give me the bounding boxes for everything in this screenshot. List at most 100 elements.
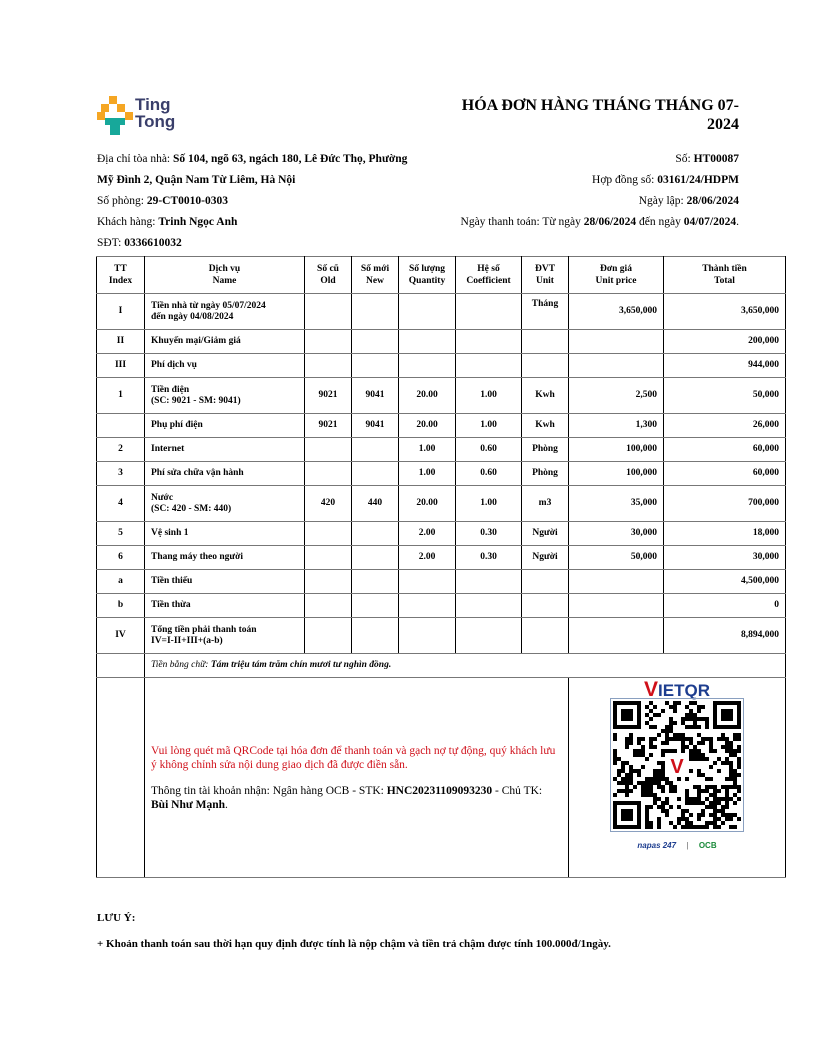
table-row: 4 Nước (SC: 420 - SM: 440) 420 440 20.00 1.00 m… [96,485,786,522]
table-row: I Tiền nhà từ ngày 05/07/2024 đến ngày 04/… [96,293,786,330]
header-en: Unit price [595,276,637,286]
cell-name: Phí dịch vụ [144,353,305,378]
index-text: 5 [118,528,123,538]
table-row: 2 Internet 1.00 0.60 Phòng 100,000 60,000 [96,437,786,462]
cell-index: a [96,569,145,594]
cell-total: 60,000 [663,437,786,462]
cell-old [304,545,352,570]
payment-notice: Vui lòng quét mã QRCode tại hóa đơn để t… [151,744,556,771]
new-text: 440 [367,498,383,508]
total-text: 30,000 [752,552,779,562]
svg-text:V: V [670,756,684,778]
unit-text: Phòng [532,468,558,478]
cell-new [351,353,399,378]
unit-text: Người [532,528,558,538]
total-text: 3,650,000 [741,306,779,316]
cell-price [568,569,664,594]
notes-heading: LƯU Ý: [97,912,136,924]
unit-text: Tháng [531,299,559,309]
name-detail: (SC: 9021 - SM: 9041) [151,395,241,406]
cell-total: 0 [663,593,786,618]
cell-name: Khuyến mại/Giảm giá [144,329,305,354]
cell-unit [521,593,569,618]
cell-qty: 20.00 [398,377,456,414]
qr-code: V [610,698,744,832]
index-text: III [114,360,127,370]
total-text: 60,000 [752,468,779,478]
cell-name: Phụ phí điện [144,413,305,438]
vietqr-logo: VIETQR [644,678,710,701]
table-row: 1 Tiền điện (SC: 9021 - SM: 9041) 9021 9041 2… [96,377,786,414]
cell-coef: 0.30 [455,521,522,546]
cell-old [304,353,352,378]
room-value: 29-CT0010-0303 [146,195,228,207]
cell-new [351,461,399,486]
cell-unit: Người [521,545,569,570]
cell-price: 2,500 [568,377,664,414]
column-header: Dịch vụ Name [144,256,305,294]
old-text: 9021 [318,390,338,400]
cell-new: 9041 [351,377,399,414]
index-text: I [118,306,123,316]
cell-name: Tiền điện (SC: 9021 - SM: 9041) [144,377,305,414]
qty-text: 20.00 [416,390,438,400]
ocb-logo: OCB [698,841,717,850]
phone-label: SĐT: [97,237,125,249]
cell-price: 1,300 [568,413,664,438]
header-en: Old [320,276,336,286]
cell-coef [455,617,522,654]
cell-new [351,329,399,354]
qty-text: 20.00 [416,420,438,430]
cell-unit: m3 [521,485,569,522]
logo-text-1: Ting [135,95,171,114]
total-text: 60,000 [752,444,779,454]
qty-text: 1.00 [418,468,436,478]
unit-text: Người [532,552,558,562]
cell-index: 4 [96,485,145,522]
header-en: Coefficient [466,276,511,286]
cell-total: 60,000 [663,461,786,486]
total-text: 0 [774,600,779,610]
cell-total: 18,000 [663,521,786,546]
payment-to: 04/07/2024 [683,216,737,228]
number-value: HT00087 [693,153,739,165]
cell-index: 3 [96,461,145,486]
cell-total: 3,650,000 [663,293,786,330]
invoice-title: HÓA ĐƠN HÀNG THÁNG THÁNG 07-2024 [461,97,739,133]
name-text: Tiền nhà từ ngày 05/07/2024 [151,300,266,311]
column-header: Số mới New [351,256,399,294]
price-text: 100,000 [626,468,657,478]
cell-name: Thang máy theo người [144,545,305,570]
cell-price [568,617,664,654]
price-text: 2,500 [635,390,657,400]
table-row: a Tiền thiếu 4,500,000 [96,569,786,594]
cell-unit: Kwh [521,377,569,414]
cell-total: 4,500,000 [663,569,786,594]
name-text: Tiền thừa [151,600,191,610]
name-text: Tiền điện [151,384,190,395]
qty-text: 20.00 [416,498,438,508]
cell-new [351,293,399,330]
words-label: Tiền bằng chữ: [151,660,211,670]
tingtong-logo: Ting Tong [97,96,197,136]
cell-total: 944,000 [663,353,786,378]
cell-price: 3,650,000 [568,293,664,330]
index-text: IV [115,630,126,640]
cell-new [351,569,399,594]
column-header: ĐVT Unit [521,256,569,294]
coef-text: 0.60 [480,468,497,478]
cell-qty [398,329,456,354]
column-header: Số lượng Quantity [398,256,456,294]
header-vi: Số mới [360,264,390,274]
header-en: Index [108,276,133,286]
cell-name: Nước (SC: 420 - SM: 440) [144,485,305,522]
name-text: Tiền thiếu [151,576,193,586]
name-text: Phí sửa chữa vận hành [151,468,244,478]
cell-coef [455,293,522,330]
phone-value: 0336610032 [124,237,182,249]
cell-qty [398,617,456,654]
column-header: Hệ số Coefficient [455,256,522,294]
cell-coef: 1.00 [455,485,522,522]
table-row: 3 Phí sửa chữa vận hành 1.00 0.60 Phòng 100,0… [96,461,786,486]
